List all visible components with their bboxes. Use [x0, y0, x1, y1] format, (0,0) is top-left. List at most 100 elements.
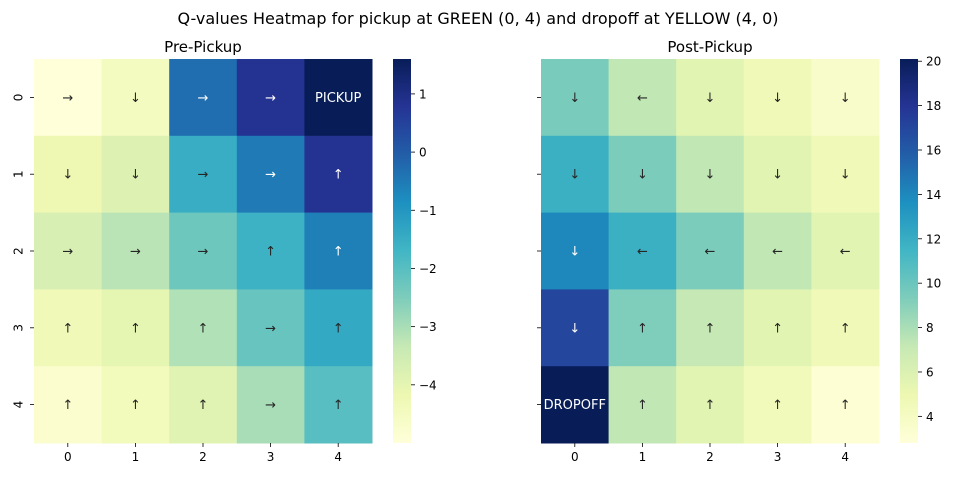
post-pickup-cell-3-2: [676, 289, 745, 367]
pre-pickup-annotation-2-2: →: [198, 245, 209, 260]
post-pickup-annotation-3-3: ↑: [772, 321, 783, 336]
pre-pickup-y-tick-label-3: 3: [12, 324, 26, 332]
pre-pickup-annotation-4-3: →: [265, 398, 276, 413]
pre-pickup-cell-2-0: [34, 212, 103, 290]
pre-pickup-annotation-1-2: →: [198, 168, 209, 183]
post-pickup-x-tick-label-1: 1: [639, 450, 647, 464]
pre-pickup-cell-1-0: [34, 135, 103, 214]
post-pickup-annotation-1-2: ↓: [705, 168, 716, 183]
pre-pickup-cell-0-2: [169, 59, 238, 137]
post-pickup-cell-4-4: [811, 366, 880, 444]
pre-pickup-cell-0-4: [304, 59, 373, 137]
post-pickup-cell-4-1: [608, 366, 677, 444]
post-pickup-annotation-2-4: ←: [840, 245, 851, 260]
post-pickup-x-tick-label-3: 3: [774, 450, 782, 464]
post-pickup-cell-1-1: [608, 135, 677, 214]
post-pickup-x-tick-label-4: 4: [841, 450, 849, 464]
pre-pickup-cell-3-3: [236, 289, 305, 367]
pre-pickup-x-tick-label-3: 3: [267, 450, 275, 464]
post-pickup-cell-4-2: [676, 366, 745, 444]
post-pickup-annotation-3-0: ↓: [569, 321, 580, 336]
pre-pickup-cell-0-0: [34, 59, 103, 137]
pre-pickup-x-tick-label-2: 2: [199, 450, 207, 464]
post-pickup-panel: Post-Pickup ↓ ← ↓ ↓ ↓ ↓ ↓ ↓ ↓ ↓ ↓ ← ← ← ← ↓ ↑ ↑ ↑ ↑ DROPOFF ↑ ↑…: [537, 38, 941, 464]
post-pickup-annotation-1-3: ↓: [772, 168, 783, 183]
pre-pickup-colorbar: [393, 59, 411, 443]
pre-pickup-colorbar-tick-label-4: 0: [419, 146, 427, 160]
post-pickup-cell-1-3: [743, 135, 812, 214]
pre-pickup-annotation-3-2: ↑: [198, 321, 209, 336]
pre-pickup-annotation-4-2: ↑: [198, 398, 209, 413]
pre-pickup-annotation-1-1: ↓: [130, 168, 141, 183]
pre-pickup-annotation-2-1: →: [130, 245, 141, 260]
post-pickup-cell-0-4: [811, 59, 880, 137]
pre-pickup-annotation-2-3: ↑: [265, 245, 276, 260]
post-pickup-colorbar: [900, 59, 918, 443]
pre-pickup-annotation-0-2: →: [198, 91, 209, 106]
post-pickup-cell-2-4: [811, 212, 880, 290]
post-pickup-annotation-2-3: ←: [772, 245, 783, 260]
post-pickup-x-tick-label-0: 0: [571, 450, 579, 464]
pre-pickup-cell-4-3: [236, 366, 305, 444]
post-pickup-cell-2-3: [743, 212, 812, 290]
pre-pickup-cell-4-0: [34, 366, 103, 444]
post-pickup-colorbar-tick-label-8: 20: [926, 55, 941, 69]
pre-pickup-annotation-4-1: ↑: [130, 398, 141, 413]
pre-pickup-cell-4-2: [169, 366, 238, 444]
pre-pickup-annotation-2-0: →: [62, 245, 73, 260]
post-pickup-annotation-2-1: ←: [637, 245, 648, 260]
post-pickup-cell-2-1: [608, 212, 677, 290]
pre-pickup-x-tick-label-0: 0: [64, 450, 72, 464]
pre-pickup-annotation-4-0: ↑: [62, 398, 73, 413]
pre-pickup-annotation-1-3: →: [265, 168, 276, 183]
pre-pickup-cell-4-1: [101, 366, 170, 444]
pre-pickup-annotation-3-3: →: [265, 321, 276, 336]
pre-pickup-cell-0-3: [236, 59, 305, 137]
pre-pickup-colorbar-tick-label-5: 1: [419, 87, 427, 101]
pre-pickup-annotation-1-4: ↑: [333, 168, 344, 183]
post-pickup-colorbar-tick-label-2: 8: [926, 321, 934, 335]
pre-pickup-cell-3-1: [101, 289, 170, 367]
pre-pickup-annotation-0-3: →: [265, 91, 276, 106]
post-pickup-title: Post-Pickup: [667, 38, 752, 56]
post-pickup-annotation-4-0: DROPOFF: [544, 398, 606, 413]
pre-pickup-x-tick-label-4: 4: [334, 450, 342, 464]
post-pickup-annotation-2-2: ←: [705, 245, 716, 260]
post-pickup-cell-3-1: [608, 289, 677, 367]
post-pickup-cell-0-3: [743, 59, 812, 137]
pre-pickup-x-tick-label-1: 1: [132, 450, 140, 464]
post-pickup-annotation-0-2: ↓: [705, 91, 716, 106]
post-pickup-cell-0-1: [608, 59, 677, 137]
pre-pickup-cell-1-1: [101, 135, 170, 214]
post-pickup-annotation-1-1: ↓: [637, 168, 648, 183]
post-pickup-colorbar-tick-label-3: 10: [926, 277, 941, 291]
pre-pickup-y-tick-label-0: 0: [12, 94, 26, 102]
post-pickup-cell-0-2: [676, 59, 745, 137]
post-pickup-colorbar-tick-label-5: 14: [926, 188, 941, 202]
post-pickup-cell-2-0: [541, 212, 610, 290]
pre-pickup-colorbar-tick-label-2: −2: [419, 262, 437, 276]
pre-pickup-cell-0-1: [101, 59, 170, 137]
post-pickup-cell-3-0: [541, 289, 610, 367]
post-pickup-annotation-0-0: ↓: [569, 91, 580, 106]
pre-pickup-cell-1-2: [169, 135, 238, 214]
post-pickup-annotation-3-4: ↑: [840, 321, 851, 336]
post-pickup-cell-4-3: [743, 366, 812, 444]
post-pickup-cell-1-4: [811, 135, 880, 214]
post-pickup-cell-2-2: [676, 212, 745, 290]
pre-pickup-cell-4-4: [304, 366, 373, 444]
post-pickup-cell-0-0: [541, 59, 610, 137]
pre-pickup-annotation-2-4: ↑: [333, 245, 344, 260]
post-pickup-cell-3-3: [743, 289, 812, 367]
pre-pickup-cell-2-4: [304, 212, 373, 290]
pre-pickup-cell-2-3: [236, 212, 305, 290]
pre-pickup-cell-2-2: [169, 212, 238, 290]
post-pickup-cell-4-0: [541, 366, 610, 444]
pre-pickup-annotation-4-4: ↑: [333, 398, 344, 413]
post-pickup-colorbar-tick-label-4: 12: [926, 232, 941, 246]
pre-pickup-title: Pre-Pickup: [164, 38, 242, 56]
post-pickup-colorbar-tick-label-7: 18: [926, 99, 941, 113]
pre-pickup-annotation-3-0: ↑: [62, 321, 73, 336]
pre-pickup-y-tick-label-1: 1: [12, 170, 26, 178]
post-pickup-x-tick-label-2: 2: [706, 450, 714, 464]
